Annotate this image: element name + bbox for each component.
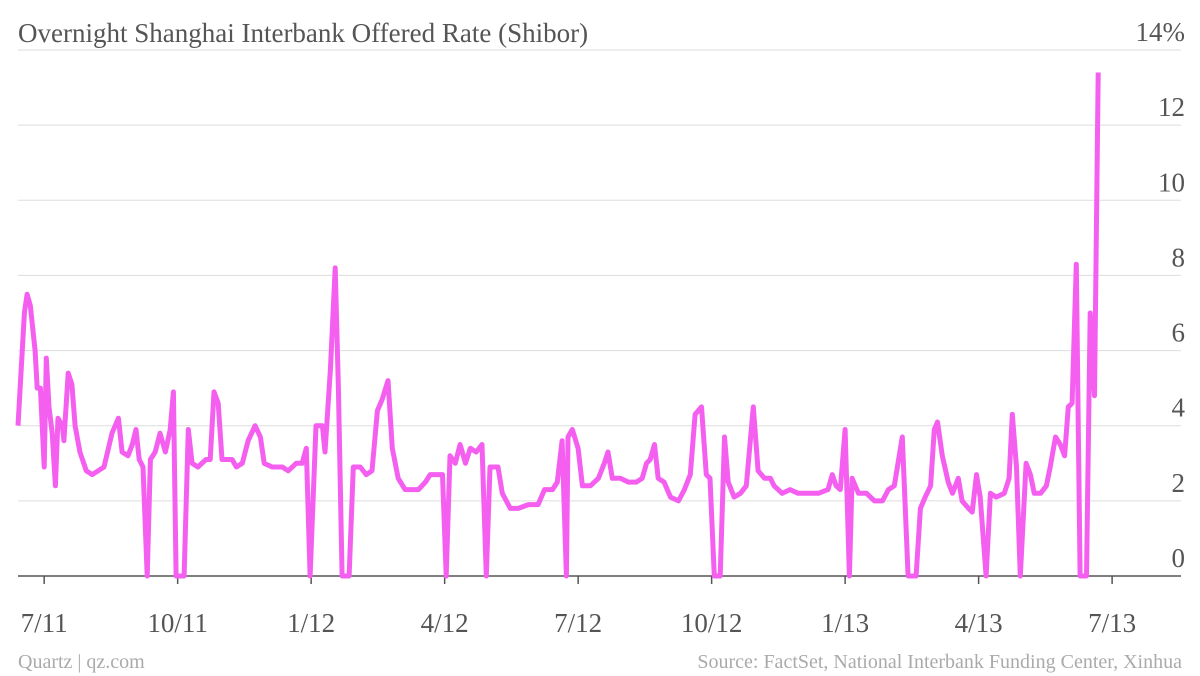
x-tick-label: 7/13 [1088, 608, 1136, 638]
x-tick-label: 7/11 [21, 608, 68, 638]
chart-title: Overnight Shanghai Interbank Offered Rat… [18, 18, 588, 48]
x-tick-label: 10/11 [147, 608, 208, 638]
y-tick-label: 6 [1172, 318, 1186, 348]
credit: Quartz | qz.com [18, 651, 145, 673]
y-tick-label: 0 [1172, 543, 1186, 573]
y-tick-label: 14% [1136, 17, 1186, 47]
y-tick-label: 8 [1172, 242, 1186, 272]
source: Source: FactSet, National Interbank Fund… [697, 651, 1182, 673]
y-tick-label: 12 [1158, 92, 1185, 122]
y-tick-label: 4 [1172, 393, 1186, 423]
y-tick-label: 10 [1158, 167, 1185, 197]
data-line [15, 72, 1101, 579]
x-tick-label: 1/12 [287, 608, 335, 638]
y-tick-label: 2 [1172, 468, 1186, 498]
x-tick-label: 7/12 [554, 608, 602, 638]
x-tick-label: 10/12 [681, 608, 743, 638]
x-tick-label: 1/13 [821, 608, 869, 638]
x-tick-label: 4/12 [421, 608, 469, 638]
x-tick-label: 4/13 [955, 608, 1003, 638]
